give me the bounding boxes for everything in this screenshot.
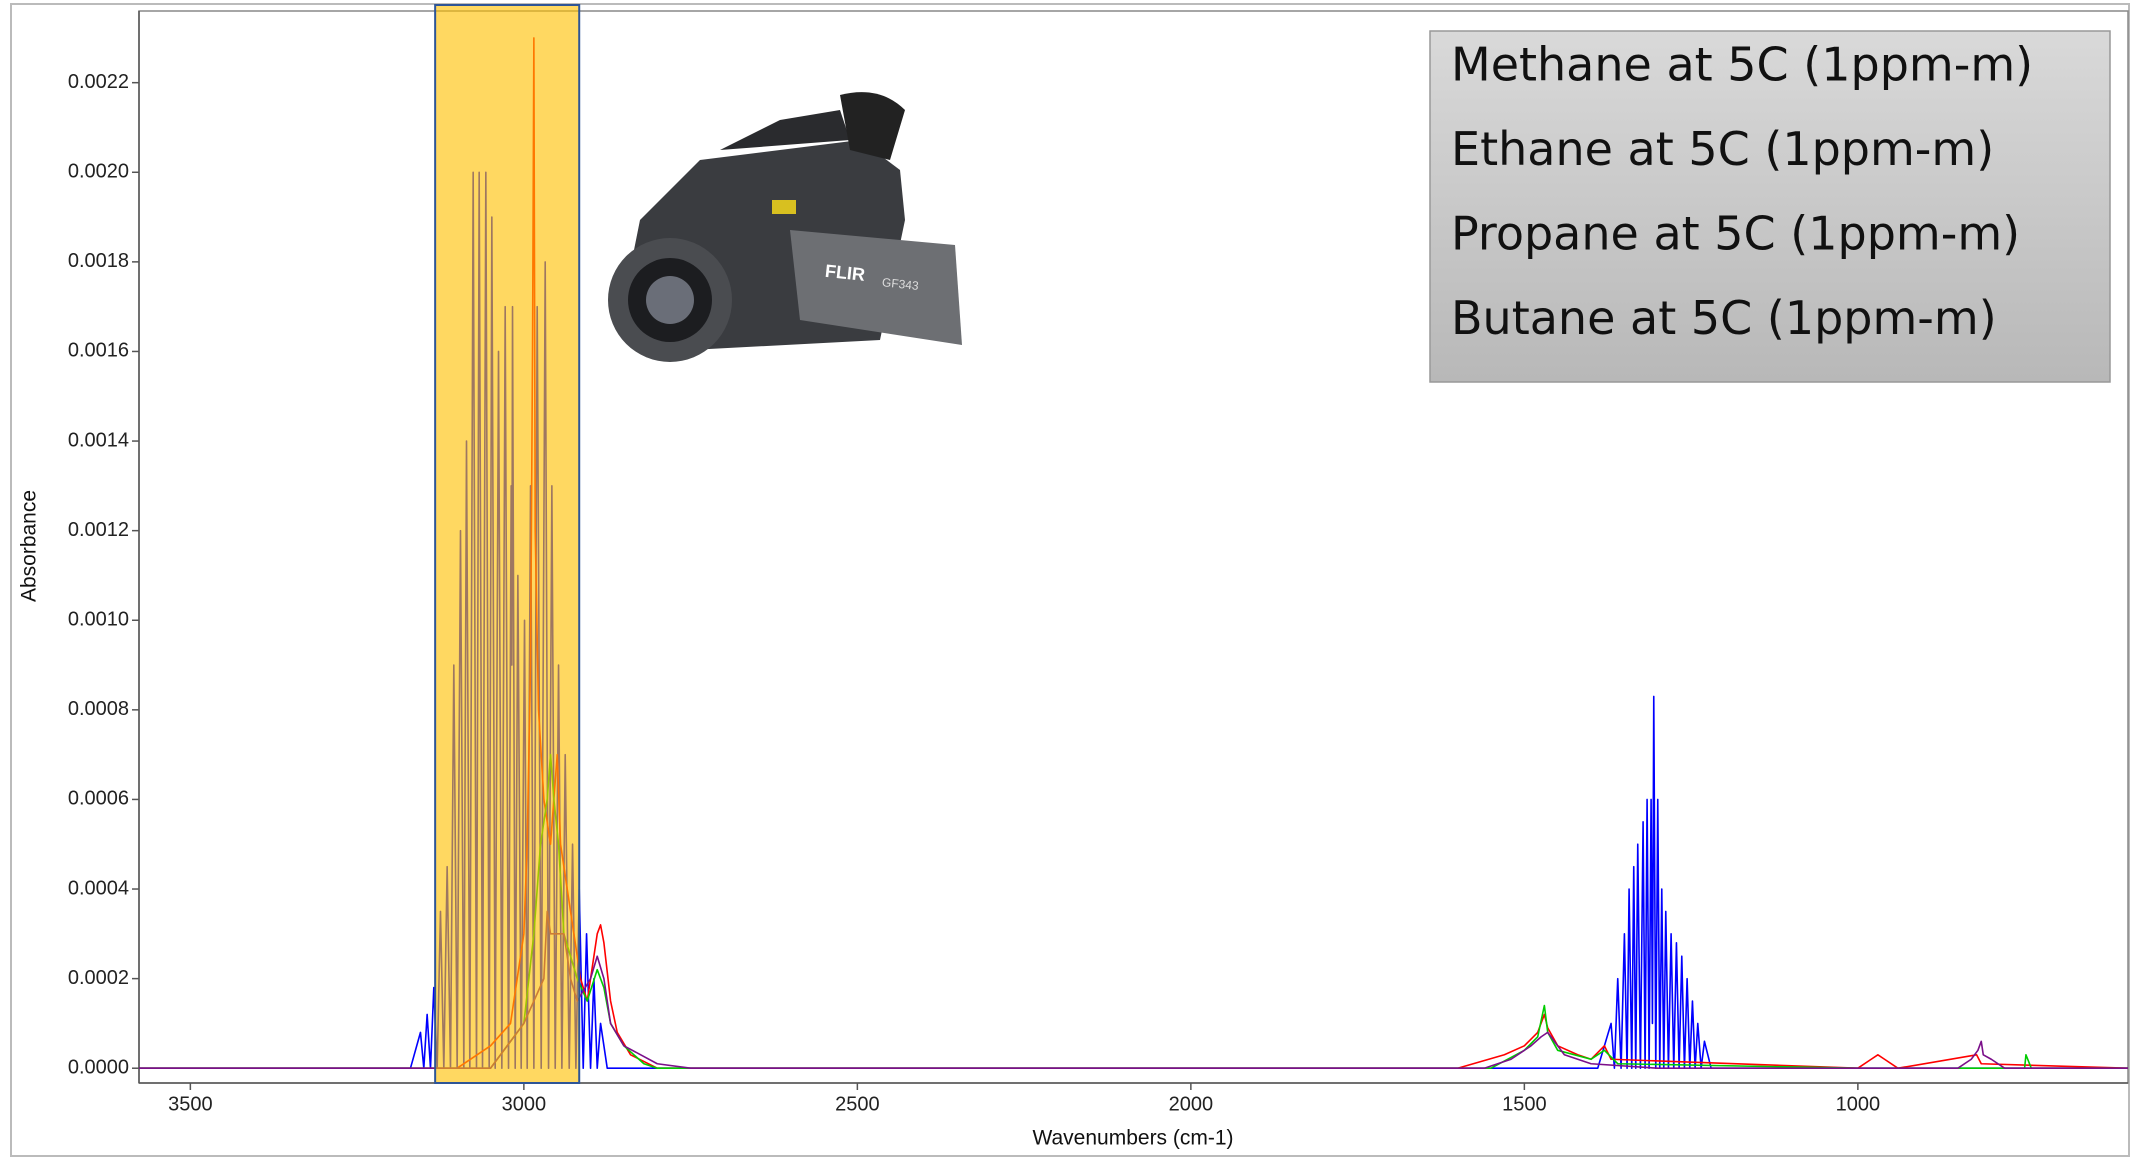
y-tick-label: 0.0004	[68, 877, 129, 899]
y-tick-label: 0.0006	[68, 788, 129, 810]
outer-frame	[10, 3, 2130, 1157]
y-tick-label: 0.0008	[68, 698, 129, 720]
camera-model: GF343	[881, 275, 919, 293]
x-tick-label: 3000	[502, 1093, 547, 1115]
overlay	[434, 4, 581, 1084]
y-tick-label: 0.0010	[68, 609, 129, 631]
y-axis-title: Absorbance	[18, 490, 41, 602]
legend-text: Butane at 5C (1ppm-m)	[1451, 291, 1997, 345]
legend-text: Propane at 5C (1ppm-m)	[1451, 207, 2020, 261]
camera-screen	[790, 230, 962, 345]
camera-eyepiece	[840, 92, 905, 160]
legend: Methane at 5C (1ppm-m) Ethane at 5C (1ppm…	[1429, 30, 2111, 383]
camera: FLIR GF343	[608, 92, 962, 362]
y-tick-label: 0.0022	[68, 71, 129, 93]
y-tick-label: 0.0014	[68, 429, 129, 451]
x-tick-label: 2000	[1169, 1093, 1214, 1115]
camera-handle	[720, 110, 850, 150]
y-tick-label: 0.0012	[68, 519, 129, 541]
y-tick-label: 0.0002	[68, 967, 129, 989]
x-tick-label: 3500	[168, 1093, 213, 1115]
x-axis-title: Wavenumbers (cm-1)	[1032, 1127, 1233, 1150]
y-tick-label: 0.0016	[68, 340, 129, 362]
x-tick-label: 1000	[1836, 1093, 1881, 1115]
y-tick-label: 0.0018	[68, 250, 129, 272]
y-tick-label: 0.0000	[68, 1056, 129, 1078]
legend-text: Methane at 5C (1ppm-m)	[1451, 38, 2033, 92]
x-tick-label: 1500	[1502, 1093, 1547, 1115]
camera-sticker	[772, 200, 796, 214]
camera-glass	[646, 276, 694, 324]
legend-box	[1429, 30, 2111, 383]
camera-brand: FLIR	[824, 261, 866, 285]
x-tick-label: 2500	[835, 1093, 880, 1115]
legend-text: Ethane at 5C (1ppm-m)	[1451, 122, 1994, 176]
y-tick-label: 0.0020	[68, 161, 129, 183]
highlight-band	[434, 4, 581, 1084]
